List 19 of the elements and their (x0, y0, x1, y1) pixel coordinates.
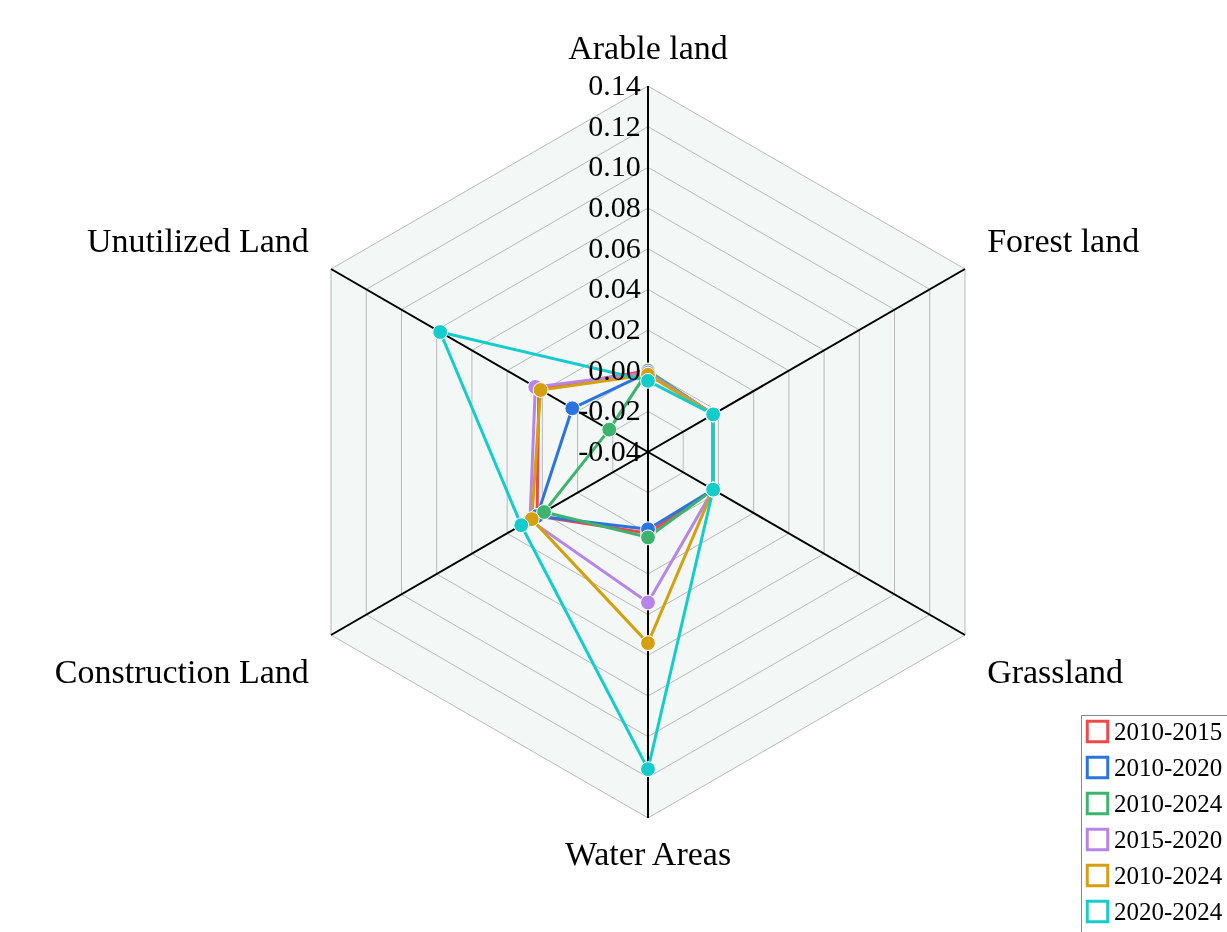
legend-label: 2015-2020 (1114, 825, 1223, 853)
spoke-label: Construction Land (54, 653, 309, 691)
legend-label: 2010-2020 (1114, 753, 1223, 781)
spoke-label: Forest land (987, 221, 1140, 259)
y-tick-label: 0.12 (588, 108, 641, 142)
legend-label: 2010-2024 (1114, 789, 1223, 817)
spoke-label: Grassland (987, 653, 1124, 691)
spoke-label: Arable land (568, 29, 728, 67)
y-tick-label: 0.02 (588, 312, 641, 345)
legend-label: 2010-2015 (1114, 717, 1223, 745)
y-tick-label: 0.10 (588, 149, 641, 183)
y-tick-label: 0.08 (588, 190, 641, 223)
legend-label: 2020-2024 (1114, 897, 1223, 925)
y-tick-label: 0.04 (588, 271, 641, 305)
y-tick-label: 0.06 (588, 230, 641, 264)
legend-label: 2010-2024 (1114, 861, 1223, 889)
y-tick-label: 0.14 (588, 68, 641, 101)
spoke-label: Unutilized Land (86, 221, 309, 259)
spoke-label: Water Areas (564, 834, 732, 872)
